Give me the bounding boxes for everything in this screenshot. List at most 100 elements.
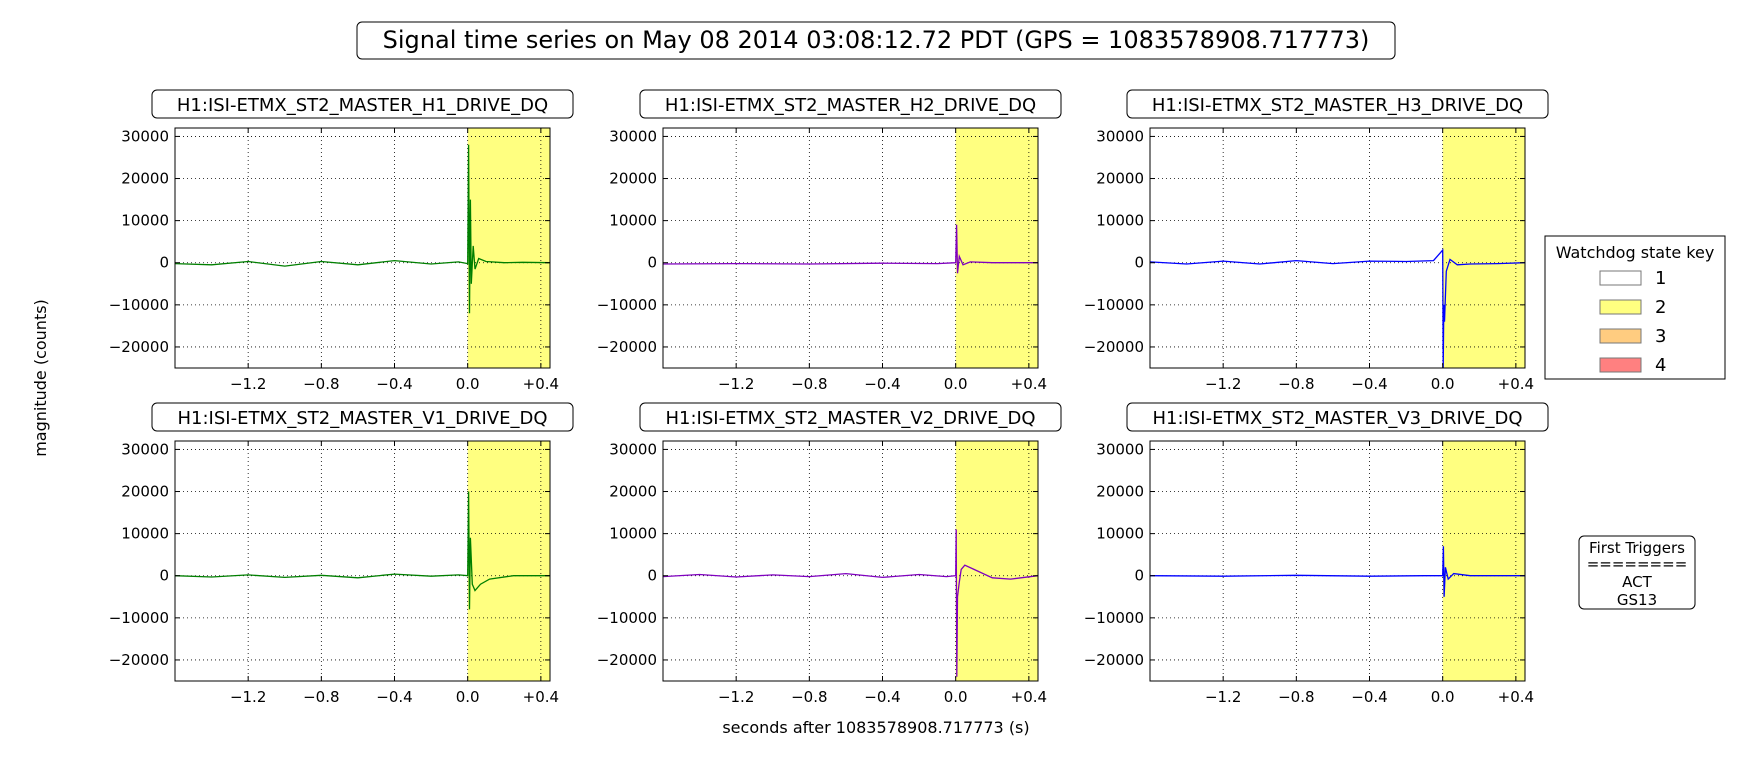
x-tick-label: −0.8 bbox=[791, 375, 827, 393]
x-tick-label: −1.2 bbox=[1205, 688, 1241, 706]
y-tick-label: −20000 bbox=[1084, 338, 1144, 356]
axes-frame bbox=[1149, 440, 1526, 682]
y-tick-label: −10000 bbox=[597, 609, 657, 627]
y-tick-label: 30000 bbox=[609, 127, 657, 145]
series-line bbox=[175, 144, 550, 314]
y-tick-label: 10000 bbox=[609, 212, 657, 230]
subplot: H1:ISI-ETMX_ST2_MASTER_V1_DRIVE_DQ −1.2 −0… bbox=[109, 402, 574, 706]
state-region bbox=[1442, 441, 1525, 681]
x-tick-label: +0.4 bbox=[1011, 688, 1047, 706]
series-line bbox=[663, 529, 1038, 677]
subplot-title-text: H1:ISI-ETMX_ST2_MASTER_H1_DRIVE_DQ bbox=[177, 95, 548, 116]
y-tick-label: −20000 bbox=[597, 338, 657, 356]
legend-swatch bbox=[1599, 270, 1642, 286]
first-trigger-item: GS13 bbox=[1617, 591, 1657, 609]
x-tick-label: −0.4 bbox=[376, 688, 412, 706]
x-tick-label: −1.2 bbox=[718, 688, 754, 706]
state-region bbox=[955, 128, 1038, 368]
subplot: H1:ISI-ETMX_ST2_MASTER_H2_DRIVE_DQ −1.2 −0… bbox=[597, 89, 1062, 393]
first-trigger-item: ACT bbox=[1622, 573, 1652, 591]
y-tick-label: 0 bbox=[1134, 567, 1144, 585]
y-tick-label: 30000 bbox=[1096, 127, 1144, 145]
state-region bbox=[1442, 128, 1525, 368]
y-tick-label: 20000 bbox=[121, 170, 169, 188]
y-tick-label: 20000 bbox=[609, 483, 657, 501]
x-tick-label: −0.4 bbox=[864, 688, 900, 706]
legend-swatch bbox=[1599, 357, 1642, 373]
y-tick-label: −20000 bbox=[109, 651, 169, 669]
subplot: H1:ISI-ETMX_ST2_MASTER_H1_DRIVE_DQ −1.2 −0… bbox=[109, 89, 574, 393]
y-tick-label: 0 bbox=[647, 254, 657, 272]
subplot-title-text: H1:ISI-ETMX_ST2_MASTER_H2_DRIVE_DQ bbox=[665, 95, 1036, 116]
x-tick-label: +0.4 bbox=[523, 688, 559, 706]
x-tick-label: −1.2 bbox=[230, 375, 266, 393]
x-tick-label: −1.2 bbox=[230, 688, 266, 706]
x-axis-label: seconds after 1083578908.717773 (s) bbox=[722, 718, 1029, 737]
series-line bbox=[1150, 248, 1525, 368]
series-line bbox=[175, 491, 550, 610]
subplot-title: H1:ISI-ETMX_ST2_MASTER_V2_DRIVE_DQ bbox=[639, 402, 1062, 432]
legend-entries: 1 2 3 4 bbox=[1599, 268, 1666, 376]
x-tick-label: −0.4 bbox=[1351, 375, 1387, 393]
y-tick-label: 0 bbox=[1134, 254, 1144, 272]
state-region bbox=[467, 128, 550, 368]
y-tick-label: 20000 bbox=[1096, 483, 1144, 501]
subplot-title-text: H1:ISI-ETMX_ST2_MASTER_V1_DRIVE_DQ bbox=[178, 408, 548, 429]
x-tick-label: −1.2 bbox=[1205, 375, 1241, 393]
y-tick-label: 10000 bbox=[609, 525, 657, 543]
x-tick-label: +0.4 bbox=[523, 375, 559, 393]
y-tick-label: 30000 bbox=[1096, 440, 1144, 458]
legend-swatch bbox=[1599, 299, 1642, 315]
y-tick-label: −10000 bbox=[1084, 609, 1144, 627]
state-region bbox=[467, 441, 550, 681]
y-tick-label: −10000 bbox=[597, 296, 657, 314]
axes-frame bbox=[662, 127, 1039, 369]
y-axis-label: magnitude (counts) bbox=[31, 299, 50, 457]
subplot-title: H1:ISI-ETMX_ST2_MASTER_H2_DRIVE_DQ bbox=[639, 89, 1062, 119]
subplot-title-text: H1:ISI-ETMX_ST2_MASTER_V3_DRIVE_DQ bbox=[1153, 408, 1523, 429]
subplot-title: H1:ISI-ETMX_ST2_MASTER_H3_DRIVE_DQ bbox=[1126, 89, 1549, 119]
axes-frame bbox=[662, 440, 1039, 682]
x-tick-label: +0.4 bbox=[1498, 375, 1534, 393]
x-tick-label: 0.0 bbox=[456, 375, 480, 393]
x-tick-label: −0.8 bbox=[1278, 688, 1314, 706]
x-tick-label: −0.4 bbox=[1351, 688, 1387, 706]
first-triggers-box: First Triggers ======== ACT GS13 bbox=[1578, 535, 1696, 610]
watchdog-legend: Watchdog state key 1 2 3 4 bbox=[1544, 235, 1726, 380]
x-tick-label: −0.4 bbox=[376, 375, 412, 393]
subplot-title: H1:ISI-ETMX_ST2_MASTER_V1_DRIVE_DQ bbox=[151, 402, 574, 432]
figure-title-text: Signal time series on May 08 2014 03:08:… bbox=[383, 26, 1370, 54]
subplot: H1:ISI-ETMX_ST2_MASTER_V2_DRIVE_DQ −1.2 −0… bbox=[597, 402, 1062, 706]
axes-frame bbox=[174, 440, 551, 682]
x-tick-label: −1.2 bbox=[718, 375, 754, 393]
y-tick-label: 0 bbox=[159, 567, 169, 585]
legend-label: 1 bbox=[1655, 268, 1666, 289]
subplot-title: H1:ISI-ETMX_ST2_MASTER_H1_DRIVE_DQ bbox=[151, 89, 574, 119]
series-line bbox=[1150, 546, 1525, 597]
legend-label: 2 bbox=[1655, 297, 1666, 318]
legend-swatch bbox=[1599, 328, 1642, 344]
series-line bbox=[663, 224, 1038, 274]
x-tick-label: +0.4 bbox=[1498, 688, 1534, 706]
x-tick-label: +0.4 bbox=[1011, 375, 1047, 393]
subplot-title-text: H1:ISI-ETMX_ST2_MASTER_V2_DRIVE_DQ bbox=[666, 408, 1036, 429]
y-tick-label: 0 bbox=[159, 254, 169, 272]
y-tick-label: −20000 bbox=[597, 651, 657, 669]
y-tick-label: −20000 bbox=[1084, 651, 1144, 669]
y-tick-label: 20000 bbox=[121, 483, 169, 501]
y-tick-label: 10000 bbox=[1096, 212, 1144, 230]
first-triggers-separator: ======== bbox=[1587, 555, 1688, 573]
subplot: H1:ISI-ETMX_ST2_MASTER_V3_DRIVE_DQ −1.2 −0… bbox=[1084, 402, 1549, 706]
y-tick-label: 0 bbox=[647, 567, 657, 585]
subplot-title-text: H1:ISI-ETMX_ST2_MASTER_H3_DRIVE_DQ bbox=[1152, 95, 1523, 116]
y-tick-label: 20000 bbox=[609, 170, 657, 188]
y-tick-label: 30000 bbox=[609, 440, 657, 458]
subplot-title: H1:ISI-ETMX_ST2_MASTER_V3_DRIVE_DQ bbox=[1126, 402, 1549, 432]
y-tick-label: −10000 bbox=[109, 609, 169, 627]
y-tick-label: 20000 bbox=[1096, 170, 1144, 188]
x-tick-label: −0.8 bbox=[791, 688, 827, 706]
x-tick-label: 0.0 bbox=[1431, 688, 1455, 706]
axes-frame bbox=[1149, 127, 1526, 369]
y-tick-label: −10000 bbox=[1084, 296, 1144, 314]
axes-frame bbox=[174, 127, 551, 369]
